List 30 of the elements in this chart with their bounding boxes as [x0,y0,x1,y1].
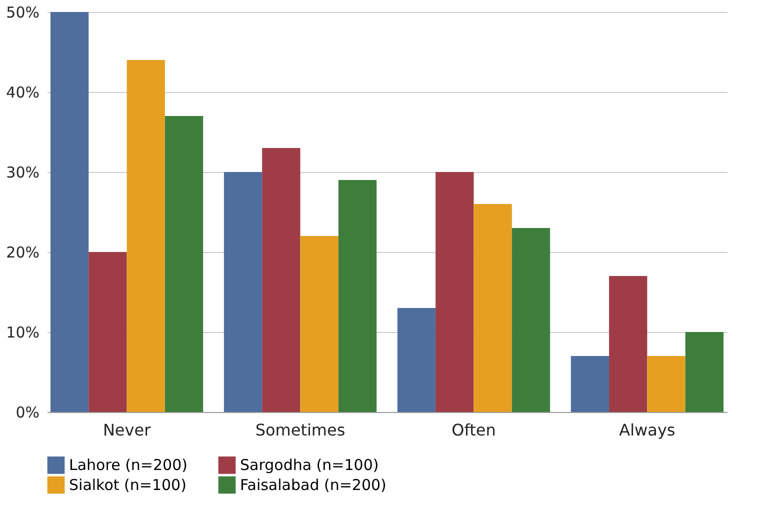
bar [512,228,550,412]
bar [397,308,436,412]
legend-label: Lahore (n=200) [69,456,188,474]
y-tick-label: 0% [16,404,40,422]
y-tick-label: 10% [6,324,40,342]
bar [474,204,512,412]
x-tick-label: Always [619,420,676,440]
y-tick-label: 40% [6,84,40,102]
y-tick-label: 30% [6,164,40,182]
bar [224,172,262,412]
bar [50,12,89,412]
y-tick-label: 20% [6,244,40,262]
bar [436,172,474,412]
legend-label: Sargodha (n=100) [240,456,379,474]
bar [338,180,377,412]
bar [126,60,165,412]
bar [685,332,724,412]
bar [609,276,648,412]
x-tick-label: Often [452,420,496,440]
bar [262,148,300,412]
legend-label: Faisalabad (n=200) [240,476,386,494]
y-tick-label: 50% [6,4,40,22]
bar [300,236,338,412]
bar [570,356,610,412]
bar [88,252,127,412]
legend-label: Sialkot (n=100) [69,476,186,494]
x-tick-label: Never [102,420,152,440]
bar [164,116,204,412]
bar [647,356,686,412]
x-tick-label: Sometimes [255,420,346,440]
